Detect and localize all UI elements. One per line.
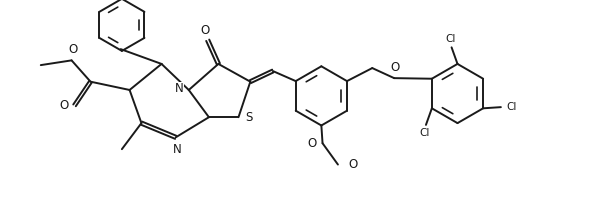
Text: S: S xyxy=(246,111,253,124)
Text: Cl: Cl xyxy=(506,102,517,112)
Text: O: O xyxy=(349,158,358,171)
Text: O: O xyxy=(59,99,69,112)
Text: O: O xyxy=(391,61,400,74)
Text: O: O xyxy=(307,137,317,150)
Text: O: O xyxy=(68,43,78,56)
Text: Cl: Cl xyxy=(420,128,430,138)
Text: N: N xyxy=(175,82,184,95)
Text: N: N xyxy=(173,143,181,156)
Text: O: O xyxy=(200,24,210,37)
Text: Cl: Cl xyxy=(445,34,455,44)
